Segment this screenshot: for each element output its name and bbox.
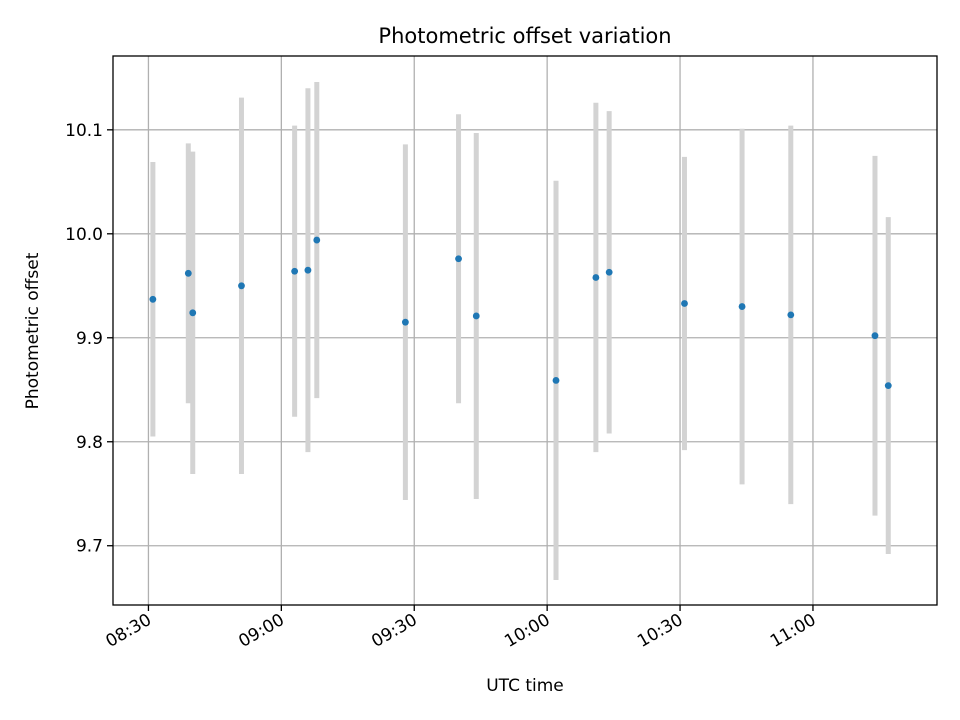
y-axis-label: Photometric offset: [23, 252, 43, 409]
chart-title: Photometric offset variation: [378, 24, 671, 48]
y-tick-label: 9.9: [76, 329, 103, 349]
data-point: [681, 300, 688, 307]
x-tick-label: 09:00: [235, 610, 287, 652]
data-point: [787, 311, 795, 319]
data-point: [884, 382, 892, 390]
y-tick-label: 9.7: [76, 537, 103, 557]
data-point: [472, 312, 480, 320]
data-point: [592, 274, 600, 281]
x-tick-label: 10:00: [501, 610, 553, 652]
grid-layer: [113, 56, 937, 605]
data-point: [738, 303, 746, 310]
data-point: [291, 267, 299, 275]
data-point: [455, 255, 462, 263]
x-tick-label: 08:30: [103, 610, 155, 652]
errorbar-layer: [150, 81, 891, 581]
x-tick-label: 11:00: [767, 610, 819, 652]
x-axis: 08:30 09:00 09:30 10:00 10:30 11:00: [103, 605, 819, 652]
y-tick-label: 10.0: [65, 225, 103, 245]
data-point: [313, 236, 321, 244]
plot-area-frame: [112, 55, 938, 606]
x-axis-label: UTC time: [486, 676, 564, 696]
data-point: [401, 318, 409, 326]
data-point: [238, 282, 245, 290]
data-point: [605, 268, 613, 276]
x-tick-label: 10:30: [634, 610, 686, 652]
y-tick-label: 9.8: [76, 433, 103, 453]
x-tick-label: 09:30: [368, 610, 420, 652]
data-point: [149, 295, 157, 303]
data-point: [184, 269, 192, 277]
y-axis: 9.7 9.8 9.9 10.0 10.1: [65, 121, 113, 557]
data-point: [304, 266, 312, 274]
point-layer: [149, 236, 892, 390]
y-tick-label: 10.1: [65, 121, 103, 141]
data-point: [189, 309, 197, 317]
data-point: [552, 377, 560, 384]
data-point: [871, 332, 879, 340]
